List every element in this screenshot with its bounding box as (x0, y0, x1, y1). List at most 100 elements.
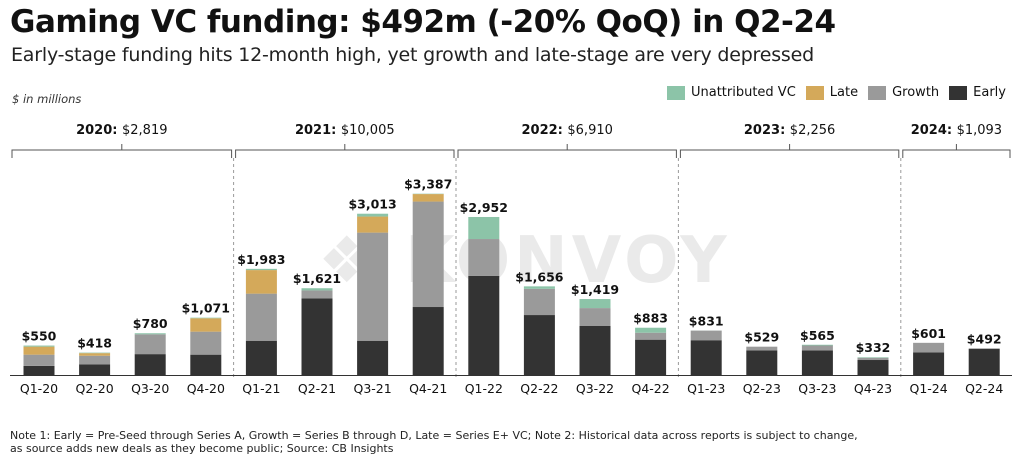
bar-total-label: $565 (800, 328, 835, 343)
year-bracket (235, 144, 455, 158)
bar-segment-early (190, 354, 222, 375)
bar-segment-early (913, 352, 945, 375)
bar-segment-unattributed-vc (523, 286, 555, 289)
chart-subtitle: Early-stage funding hits 12-month high, … (11, 44, 814, 66)
bar-total-label: $492 (967, 332, 1002, 347)
x-tick-label: Q1-21 (242, 381, 280, 396)
x-tick-label: Q4-22 (631, 381, 669, 396)
legend-item-growth: Growth (868, 85, 939, 100)
bar-segment-growth (523, 288, 555, 316)
bar-segment-growth (579, 308, 611, 326)
x-tick-label: Q1-20 (20, 381, 58, 396)
bar-segment-early (857, 360, 889, 375)
bar-segment-early (412, 307, 444, 375)
bar-segment-unattributed-vc (801, 344, 833, 346)
x-tick-label: Q1-22 (465, 381, 503, 396)
x-tick-label: Q4-20 (187, 381, 225, 396)
bar-segment-early (134, 354, 166, 375)
x-tick-label: Q2-21 (298, 381, 336, 396)
year-bracket (679, 144, 900, 158)
legend-label-growth: Growth (892, 85, 940, 100)
units-label: $ in millions (12, 92, 82, 106)
bar-segment-early (968, 348, 1000, 375)
bar-segment-unattributed-vc (134, 333, 166, 335)
bar-segment-early (690, 340, 722, 375)
legend-swatch-growth (868, 85, 887, 100)
year-label-total: $6,910 (567, 123, 613, 138)
chart-title: Gaming VC funding: $492m (-20% QoQ) in Q… (10, 4, 836, 40)
year-label: 2023: $2,256 (744, 123, 835, 138)
year-label-total: $2,819 (122, 123, 168, 138)
x-tick-label: Q2-24 (965, 381, 1003, 396)
x-tick-label: Q3-22 (576, 381, 614, 396)
bar-total-label: $780 (133, 316, 168, 331)
bar-segment-early (79, 364, 111, 375)
watermark-text: KONVOY (405, 224, 731, 298)
bar-segment-unattributed-vc (357, 213, 389, 217)
year-label-total: $1,093 (957, 123, 1003, 138)
bar-segment-growth (301, 290, 333, 299)
year-label: 2020: $2,819 (76, 123, 167, 138)
bar-segment-growth (635, 332, 667, 340)
bar-total-label: $1,419 (571, 282, 619, 297)
x-tick-label: Q2-23 (743, 381, 781, 396)
bar-segment-unattributed-vc (23, 345, 55, 347)
bar-segment-unattributed-vc (190, 317, 222, 319)
legend-swatch-early (949, 85, 968, 100)
bar-segment-early (579, 325, 611, 375)
year-label-year: 2022: (521, 123, 567, 138)
bar-total-label: $1,983 (237, 252, 285, 267)
bar-segment-growth (79, 355, 111, 365)
year-label-year: 2021: (295, 123, 341, 138)
bar-segment-unattributed-vc (245, 268, 277, 271)
bar-segment-early (468, 275, 500, 375)
bar-segment-growth (23, 354, 55, 366)
bar-total-label: $831 (689, 314, 724, 329)
bar-total-label: $550 (22, 329, 57, 344)
year-label: 2024: $1,093 (911, 123, 1002, 138)
bar-segment-late (79, 353, 111, 356)
footnote-line-2: as source adds new deals as they become … (10, 442, 394, 455)
bar-segment-growth (690, 330, 722, 341)
legend-label-early: Early (973, 85, 1006, 100)
bar-total-label: $883 (633, 311, 668, 326)
bar-segment-growth (190, 331, 222, 355)
year-label-total: $2,256 (790, 123, 836, 138)
bar-segment-growth (245, 293, 277, 341)
bar-total-label: $1,621 (293, 271, 341, 286)
year-bracket (457, 144, 677, 158)
year-label: 2022: $6,910 (521, 123, 612, 138)
x-tick-label: Q2-22 (520, 381, 558, 396)
x-tick-label: Q2-20 (75, 381, 113, 396)
bar-segment-late (412, 194, 444, 202)
legend-label-late: Late (829, 85, 859, 100)
legend-swatch-unattributed (666, 85, 685, 100)
bar-total-label: $1,656 (515, 269, 564, 284)
bar-segment-early (746, 350, 778, 375)
legend-item-unattributed: Unattributed VC (666, 85, 796, 100)
bar-segment-early (245, 340, 277, 375)
bar-segment-early (635, 339, 667, 375)
x-tick-label: Q4-21 (409, 381, 447, 396)
year-bracket (11, 144, 233, 158)
bar-segment-growth (801, 345, 833, 351)
bar-segment-late (190, 318, 222, 332)
bar-segment-growth (357, 232, 389, 341)
year-label-year: 2020: (76, 123, 122, 138)
bar-segment-late (357, 216, 389, 233)
bar-segment-late (245, 270, 277, 294)
legend-swatch-late (805, 85, 824, 100)
bar-segment-unattributed-vc (857, 357, 889, 358)
bar-segment-early (523, 315, 555, 375)
bar-segment-early (357, 340, 389, 375)
year-bracket (902, 144, 1011, 158)
bar-total-label: $332 (856, 340, 891, 355)
bar-segment-growth (134, 334, 166, 355)
legend-label-unattributed: Unattributed VC (690, 85, 796, 100)
bar-segment-growth (468, 239, 500, 276)
bar-segment-unattributed-vc (301, 288, 333, 291)
year-label: 2021: $10,005 (295, 123, 395, 138)
bar-total-label: $3,387 (404, 177, 452, 192)
bar-segment-early (301, 298, 333, 375)
x-tick-label: Q4-23 (854, 381, 892, 396)
